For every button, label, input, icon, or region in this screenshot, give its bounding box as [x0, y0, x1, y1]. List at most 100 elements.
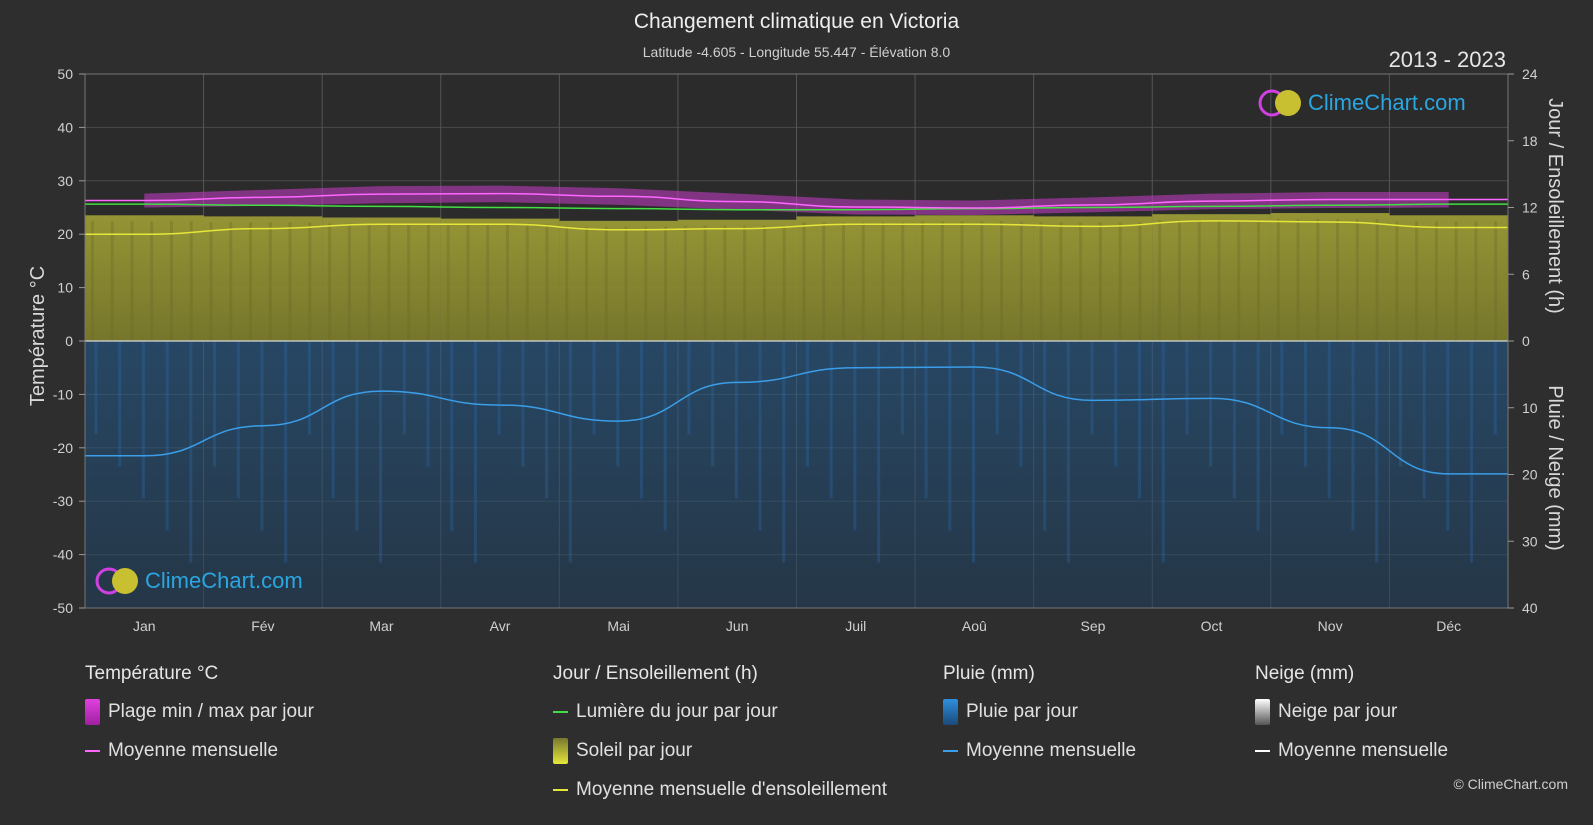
rain-texture: [877, 341, 881, 563]
rain-texture: [711, 341, 715, 467]
logo-text: ClimeChart.com: [1308, 90, 1466, 115]
rain-texture: [473, 341, 477, 563]
legend-swatch: [943, 699, 958, 725]
rain-texture: [924, 341, 928, 499]
month-label: Oct: [1201, 618, 1223, 634]
sunshine-texture: [861, 222, 865, 341]
left-tick-label: 20: [57, 226, 73, 242]
legend-rain-daily: Pluie par jour: [943, 699, 1136, 725]
rain-bar: [1152, 341, 1271, 608]
rain-texture: [639, 341, 643, 499]
logo-top: ClimeChart.com: [1258, 87, 1466, 119]
rain-bar: [677, 341, 797, 608]
rain-texture: [1351, 341, 1355, 531]
sunshine-texture: [723, 225, 727, 341]
sunshine-texture: [229, 222, 233, 341]
sunshine-texture: [407, 223, 411, 341]
sunshine-bar: [796, 216, 916, 341]
sunshine-texture: [604, 226, 608, 341]
sunshine-texture: [545, 224, 549, 341]
right-hours-tick-label: 24: [1522, 66, 1538, 82]
month-label: Nov: [1318, 618, 1343, 634]
rain-texture: [118, 341, 122, 467]
sunshine-texture: [209, 222, 213, 341]
sunshine-texture: [189, 221, 193, 341]
sunshine-texture: [841, 222, 845, 341]
copyright: © ClimeChart.com: [1453, 776, 1568, 792]
rain-texture: [1043, 341, 1047, 531]
left-tick-label: 10: [57, 280, 73, 296]
month-label: Sep: [1080, 618, 1105, 634]
legend-swatch: [553, 789, 568, 791]
rain-texture: [1209, 341, 1213, 467]
month-label: Déc: [1436, 618, 1461, 634]
rain-texture: [1232, 341, 1236, 499]
sunshine-texture: [110, 221, 114, 341]
rain-texture: [260, 341, 264, 531]
sunshine-bar: [559, 220, 678, 341]
rain-texture: [1138, 341, 1142, 499]
sunshine-texture: [130, 221, 134, 341]
chart-subtitle: Latitude -4.605 - Longitude 55.447 - Élé…: [642, 44, 951, 60]
rain-texture: [1019, 341, 1023, 467]
logo-bottom: ClimeChart.com: [95, 565, 303, 597]
rain-texture: [948, 341, 952, 531]
rain-texture: [616, 341, 620, 467]
rain-texture: [450, 341, 454, 531]
month-label: Jun: [726, 618, 749, 634]
right-hours-tick-label: 0: [1522, 333, 1530, 349]
month-label: Fév: [251, 618, 274, 634]
sunshine-texture: [565, 226, 569, 341]
legend-snow-mean: Moyenne mensuelle: [1255, 738, 1448, 764]
sunshine-bar: [677, 219, 797, 341]
right-hours-tick-label: 6: [1522, 266, 1530, 282]
left-tick-label: -40: [53, 547, 73, 563]
rain-bar: [322, 341, 441, 608]
rain-texture: [758, 341, 762, 531]
sunshine-texture: [1118, 222, 1122, 341]
sunshine-texture: [1474, 221, 1478, 341]
sunshine-texture: [901, 222, 905, 341]
sunshine-texture: [1336, 219, 1340, 341]
month-label: Mar: [369, 618, 393, 634]
chart-title: Changement climatique en Victoria: [633, 10, 960, 33]
left-tick-label: -30: [53, 493, 73, 509]
sunshine-bar: [203, 216, 323, 341]
rain-texture: [1470, 341, 1474, 563]
sunshine-texture: [1019, 221, 1023, 341]
sunshine-texture: [960, 221, 964, 341]
rain-texture: [94, 341, 98, 435]
rain-texture: [972, 341, 976, 563]
daylight-line: [85, 203, 1508, 211]
sunshine-texture: [446, 224, 450, 341]
temperature-mean-line: [85, 192, 1508, 209]
legend-rain-title: Pluie (mm): [943, 663, 1035, 684]
right-mm-tick-label: 10: [1522, 400, 1538, 416]
legend-temp-title: Température °C: [85, 663, 219, 684]
rain-texture: [687, 341, 691, 435]
rain-texture: [1375, 341, 1379, 563]
sunshine-texture: [1454, 221, 1458, 341]
sunshine-texture: [1217, 220, 1221, 341]
rain-texture: [853, 341, 857, 531]
rain-texture: [1090, 341, 1094, 435]
legend-swatch: [1255, 750, 1270, 752]
climechart-logo-icon: [1258, 89, 1301, 117]
sunshine-texture: [1434, 221, 1438, 341]
sunshine-texture: [367, 223, 371, 341]
legend-temp-mean: Moyenne mensuelle: [85, 738, 314, 764]
logo-text: ClimeChart.com: [145, 568, 303, 593]
sunshine-bar: [915, 215, 1034, 341]
legend-sunshine-mean: Moyenne mensuelle d'ensoleillement: [553, 777, 887, 803]
legend-swatch: [943, 750, 958, 752]
rain-bar: [915, 341, 1034, 608]
sunshine-texture: [387, 223, 391, 341]
legend-sunshine: Soleil par jour: [553, 738, 887, 764]
sunshine-texture: [1296, 219, 1300, 341]
rain-texture: [1161, 341, 1165, 563]
sunshine-bar: [1270, 213, 1390, 341]
sunshine-texture: [1197, 220, 1201, 341]
rain-texture: [213, 341, 217, 467]
right-hours-tick-label: 12: [1522, 200, 1538, 216]
rain-bar: [85, 341, 204, 608]
